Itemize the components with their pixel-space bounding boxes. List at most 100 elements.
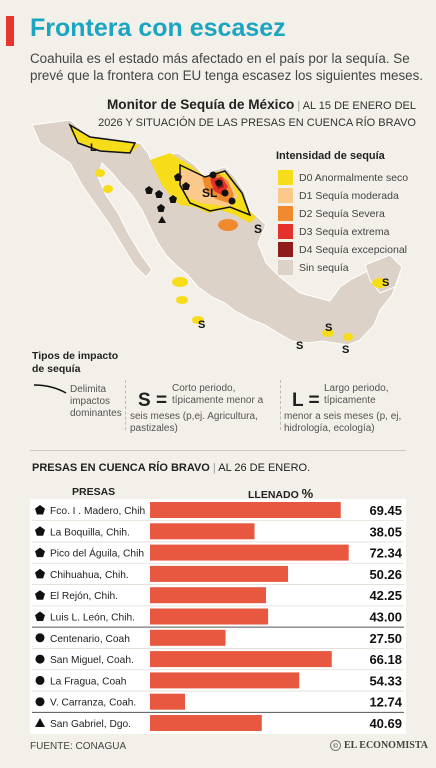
brand-name: EL ECONOMISTA — [344, 740, 428, 751]
value-label: 43.00 — [369, 610, 402, 625]
map-label-s-2: S — [382, 277, 389, 289]
bar — [150, 608, 269, 625]
map-title-block: Monitor de Sequía de México | AL 15 DE E… — [98, 97, 416, 129]
col-header-presas: PRESAS — [72, 486, 116, 498]
map-label-s-1: S — [254, 222, 262, 236]
category-label: El Rejón, Chih. — [50, 591, 118, 602]
category-label: V. Carranza, Coah. — [50, 698, 136, 709]
legend-item: D4 Sequía excepcional — [278, 242, 407, 257]
pentagon-marker-icon — [35, 611, 45, 621]
pentagon-marker-icon — [35, 568, 45, 579]
bar — [150, 715, 262, 731]
legend-label: D3 Sequía extrema — [299, 225, 390, 238]
value-label: 54.33 — [369, 673, 402, 688]
triangle-marker-icon — [35, 718, 45, 727]
circle-marker-icon — [35, 675, 45, 685]
impact-divider-2 — [280, 380, 282, 430]
page-subtitle: Coahuila es el estado más afectado en el… — [30, 51, 424, 83]
bar — [150, 629, 226, 646]
long-text-1: Largo periodo, típicamente — [324, 383, 389, 406]
category-label: Luis L. León, Chih. — [50, 613, 135, 624]
category-label: San Miguel, Coah. — [50, 655, 134, 666]
legend-label: D1 Sequía moderada — [299, 189, 399, 202]
value-label: 50.26 — [369, 567, 402, 582]
map-label-s-4: S — [325, 322, 332, 334]
bar — [150, 565, 289, 582]
source-text: FUENTE: CONAGUA — [30, 741, 127, 752]
mexico-shape — [31, 119, 401, 346]
value-label: 66.18 — [369, 652, 402, 667]
impact-dominant-text: Delimita impactos dominantes — [70, 384, 122, 419]
presas-chart-svg: Fco. I . Madero, Chih 69.45 La Boquilla, C… — [32, 502, 404, 731]
bar — [150, 523, 255, 540]
legend-swatch — [278, 242, 293, 257]
category-label: Centenario, Coah — [50, 634, 130, 645]
legend-swatch — [278, 206, 293, 221]
drought-map: L SL S S S S S S — [31, 119, 403, 356]
map-label-s-6: S — [342, 344, 349, 356]
legend-label: Sin sequía — [299, 261, 349, 274]
value-label: 27.50 — [369, 631, 402, 646]
category-label: Pico del Águila, Chih — [50, 547, 144, 560]
value-label: 12.74 — [369, 695, 402, 710]
presas-date: AL 26 DE ENERO. — [218, 462, 311, 474]
value-label: 38.05 — [369, 524, 402, 539]
page-title: Frontera con escasez — [30, 14, 286, 42]
value-label: 40.69 — [369, 716, 402, 731]
legend-swatch — [278, 188, 293, 203]
brand-icon: © — [330, 740, 341, 751]
map-date-line: AL 15 DE ENERO DEL 2026 Y SITUACIÓN DE L… — [98, 100, 416, 129]
pentagon-marker-icon — [35, 505, 45, 515]
short-symbol: S = — [138, 390, 168, 411]
brand-logo: © EL ECONOMISTA — [330, 740, 428, 751]
bar — [150, 672, 300, 689]
outline-symbol-icon — [33, 384, 67, 394]
legend-item: D2 Sequía Severa — [278, 206, 385, 221]
map-title: Monitor de Sequía de México — [106, 97, 295, 112]
section-divider — [30, 450, 406, 451]
circle-marker-icon — [35, 697, 45, 707]
value-label: 72.34 — [369, 546, 402, 561]
legend-swatch — [278, 260, 293, 275]
short-text-2: seis meses (p,ej. Agricultura, pastizale… — [130, 411, 258, 434]
bar — [150, 544, 349, 561]
bar — [150, 502, 341, 518]
legend-item: D1 Sequía moderada — [278, 188, 399, 203]
legend-swatch — [278, 224, 293, 239]
presas-title: PRESAS EN CUENCA RÍO BRAVO — [32, 462, 210, 474]
value-label: 42.25 — [369, 588, 402, 603]
impact-title: Tipos de impacto de sequía — [32, 350, 119, 375]
map-label-l: L — [90, 142, 97, 154]
value-label: 69.45 — [369, 503, 402, 518]
pentagon-marker-icon — [35, 526, 45, 536]
long-text-2: menor a seis meses (p, ej, hidrología, e… — [284, 411, 402, 434]
category-label: Fco. I . Madero, Chih — [50, 506, 145, 517]
pentagon-marker-icon — [35, 547, 45, 558]
bar — [150, 693, 185, 710]
map-label-s-5: S — [296, 340, 303, 352]
legend-title: Intensidad de sequía — [276, 150, 385, 162]
category-label: La Boquilla, Chih. — [50, 527, 130, 538]
long-symbol: L = — [292, 390, 320, 411]
circle-marker-icon — [35, 633, 45, 643]
legend-swatch — [278, 170, 293, 185]
title-accent-bar — [6, 16, 14, 46]
bar — [150, 651, 332, 668]
bar — [150, 587, 267, 604]
map-label-sl: SL — [202, 186, 217, 200]
legend-item: Sin sequía — [278, 260, 349, 275]
col-header-llenado: LLENADO % — [248, 486, 314, 501]
legend-item: D0 Anormalmente seco — [278, 170, 408, 185]
presas-title-block: PRESAS EN CUENCA RÍO BRAVO | AL 26 DE EN… — [32, 462, 311, 474]
category-label: La Fragua, Coah — [50, 676, 126, 687]
short-text-1: Corto periodo, típicamente menor a — [172, 383, 264, 406]
map-label-s-3: S — [198, 319, 205, 331]
legend-label: D2 Sequía Severa — [299, 207, 385, 220]
presas-chart: Fco. I . Madero, Chih 69.45 La Boquilla, C… — [30, 499, 406, 734]
category-label: San Gabriel, Dgo. — [50, 719, 131, 730]
legend-label: D0 Anormalmente seco — [299, 171, 409, 184]
category-label: Chihuahua, Chih. — [50, 570, 129, 581]
circle-marker-icon — [35, 654, 45, 664]
legend-item: D3 Sequía extrema — [278, 224, 389, 239]
pentagon-marker-icon — [35, 590, 45, 600]
